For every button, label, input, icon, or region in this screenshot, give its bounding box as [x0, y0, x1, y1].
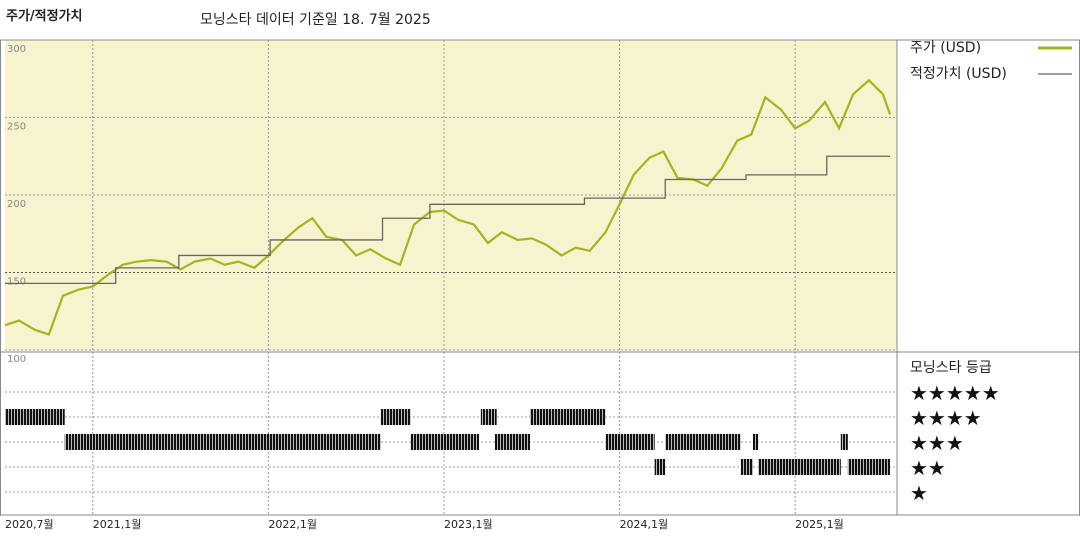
- rating-label: ★: [910, 481, 928, 505]
- rating-bar: [494, 434, 531, 450]
- rating-bar: [654, 459, 666, 475]
- x-tick-label: 2025,1월: [795, 518, 844, 531]
- rating-bar: [410, 434, 480, 450]
- x-tick-label: 2023,1월: [444, 518, 493, 531]
- rating-label: ★★★: [910, 431, 964, 455]
- legend-label: 주가 (USD): [910, 40, 981, 56]
- y-tick-label: 200: [7, 199, 26, 210]
- rating-bar: [380, 409, 411, 425]
- x-tick-label: 2022,1월: [268, 518, 317, 531]
- rating-title: 모닝스타 등급: [910, 360, 992, 376]
- chart-title: 주가/적정가치: [6, 8, 83, 24]
- series-line: [5, 155, 890, 284]
- rating-bar: [480, 409, 497, 425]
- rating-bar: [530, 409, 606, 425]
- rating-label: ★★: [910, 456, 946, 480]
- chart-subtitle: 모닝스타 데이터 기준일 18. 7월 2025: [200, 12, 431, 28]
- rating-bar: [840, 434, 848, 450]
- rating-bar: [740, 459, 754, 475]
- rating-bar: [847, 459, 890, 475]
- y-tick-label: 100: [7, 354, 26, 365]
- rating-bar: [5, 409, 65, 425]
- x-tick-label: 2021,1월: [93, 518, 142, 531]
- series-line: [4, 78, 892, 336]
- rating-bar: [665, 434, 741, 450]
- rating-label: ★★★★: [910, 406, 982, 430]
- rating-bar: [753, 434, 759, 450]
- rating-label: ★★★★★: [910, 381, 1000, 405]
- legend-label: 적정가치 (USD): [910, 66, 1007, 82]
- x-tick-label: 2020,7월: [5, 518, 54, 531]
- y-tick-label: 250: [7, 122, 26, 133]
- x-tick-label: 2024,1월: [620, 518, 669, 531]
- rating-bar: [758, 459, 841, 475]
- y-tick-label: 150: [7, 277, 26, 288]
- y-tick-label: 300: [7, 44, 26, 55]
- rating-bar: [605, 434, 655, 450]
- rating-bar: [64, 434, 381, 450]
